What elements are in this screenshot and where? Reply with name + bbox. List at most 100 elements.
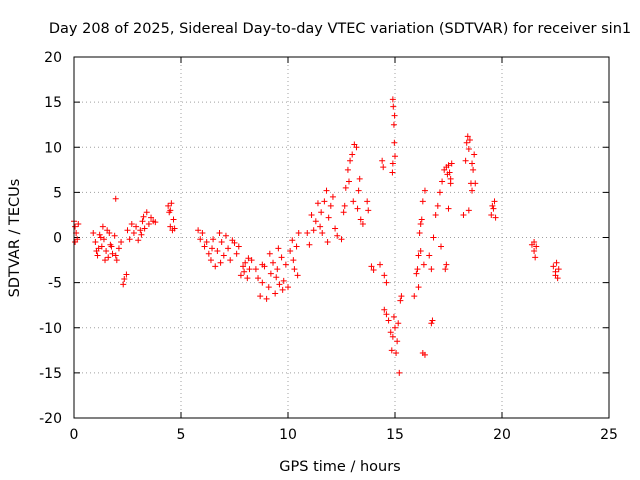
data-point — [72, 239, 79, 246]
data-point — [108, 243, 115, 250]
data-point — [390, 313, 397, 320]
x-tick-label: 15 — [386, 427, 404, 443]
x-tick-label: 20 — [493, 427, 511, 443]
data-point — [126, 236, 133, 243]
data-point — [379, 157, 386, 164]
data-point — [325, 214, 332, 221]
data-point — [347, 157, 354, 164]
data-point — [428, 266, 435, 273]
data-point — [289, 237, 296, 244]
data-point — [275, 245, 282, 252]
data-point — [443, 261, 450, 268]
y-axis-label: SDTVAR / TECUs — [7, 179, 23, 298]
data-point — [417, 220, 424, 227]
data-point — [245, 255, 252, 262]
axis-ticks: 0 5 10 15 20 25 -20 -15 -10 -5 0 5 10 15 20 — [39, 50, 618, 443]
x-axis-label: GPS time / hours — [279, 459, 400, 475]
data-point — [344, 166, 351, 173]
data-point — [354, 205, 361, 212]
data-point — [210, 236, 217, 243]
y-tick-label: 5 — [53, 185, 62, 201]
data-point — [411, 293, 418, 300]
data-point — [428, 320, 435, 327]
y-tick-label: 10 — [44, 140, 62, 156]
data-point — [241, 268, 248, 275]
data-point — [266, 250, 273, 257]
data-point — [436, 189, 443, 196]
data-point — [244, 275, 251, 282]
data-point — [385, 317, 392, 324]
data-point — [214, 248, 221, 255]
data-point — [165, 202, 172, 209]
data-point — [445, 205, 452, 212]
data-point — [312, 218, 319, 225]
data-point — [334, 232, 341, 239]
data-point — [290, 257, 297, 264]
data-point — [97, 234, 104, 241]
data-point — [434, 202, 441, 209]
data-point — [460, 211, 467, 218]
data-point — [167, 223, 174, 230]
data-point — [342, 184, 349, 191]
data-point — [201, 243, 208, 250]
data-point — [295, 229, 302, 236]
data-point — [389, 333, 396, 340]
data-point — [417, 248, 424, 255]
data-point — [430, 234, 437, 241]
data-point — [388, 347, 395, 354]
data-point — [133, 223, 140, 230]
data-point — [470, 166, 477, 173]
data-point — [429, 317, 436, 324]
x-tick-label: 10 — [279, 427, 297, 443]
data-point — [391, 139, 398, 146]
data-point — [135, 237, 142, 244]
data-point — [197, 236, 204, 243]
data-point — [113, 257, 120, 264]
data-point — [279, 286, 286, 293]
data-point — [421, 187, 428, 194]
x-tick-label: 25 — [600, 427, 618, 443]
data-point — [345, 178, 352, 185]
data-point — [207, 257, 214, 264]
data-point — [398, 293, 405, 300]
data-point — [270, 259, 277, 266]
data-point — [252, 266, 259, 273]
data-point — [242, 259, 249, 266]
data-point — [380, 164, 387, 171]
data-point — [170, 216, 177, 223]
data-point — [381, 272, 388, 279]
data-point — [273, 274, 280, 281]
data-point — [267, 270, 274, 277]
data-point — [392, 153, 398, 160]
data-point — [94, 252, 101, 259]
data-point — [140, 213, 147, 220]
y-tick-label: -15 — [39, 366, 62, 382]
data-point — [171, 225, 178, 232]
data-point — [280, 277, 287, 284]
data-point — [442, 266, 449, 273]
data-point — [294, 272, 301, 279]
data-point — [323, 187, 330, 194]
data-point — [278, 254, 285, 261]
data-point — [426, 252, 433, 259]
data-point — [314, 200, 321, 207]
data-point — [420, 261, 427, 268]
data-point — [390, 121, 397, 128]
data-point — [353, 144, 360, 151]
data-point — [148, 214, 155, 221]
data-point — [472, 180, 479, 187]
data-point — [327, 202, 334, 209]
data-point — [308, 211, 315, 218]
y-tick-label: -5 — [48, 276, 62, 292]
data-point — [462, 157, 469, 164]
data-point — [306, 241, 313, 248]
data-point — [209, 245, 216, 252]
data-point — [464, 133, 471, 140]
data-point — [124, 227, 131, 234]
data-point — [469, 187, 476, 194]
x-tick-label: 5 — [177, 427, 186, 443]
data-point — [490, 205, 497, 212]
data-point — [553, 259, 560, 266]
data-point — [143, 209, 150, 216]
data-point — [489, 202, 496, 209]
